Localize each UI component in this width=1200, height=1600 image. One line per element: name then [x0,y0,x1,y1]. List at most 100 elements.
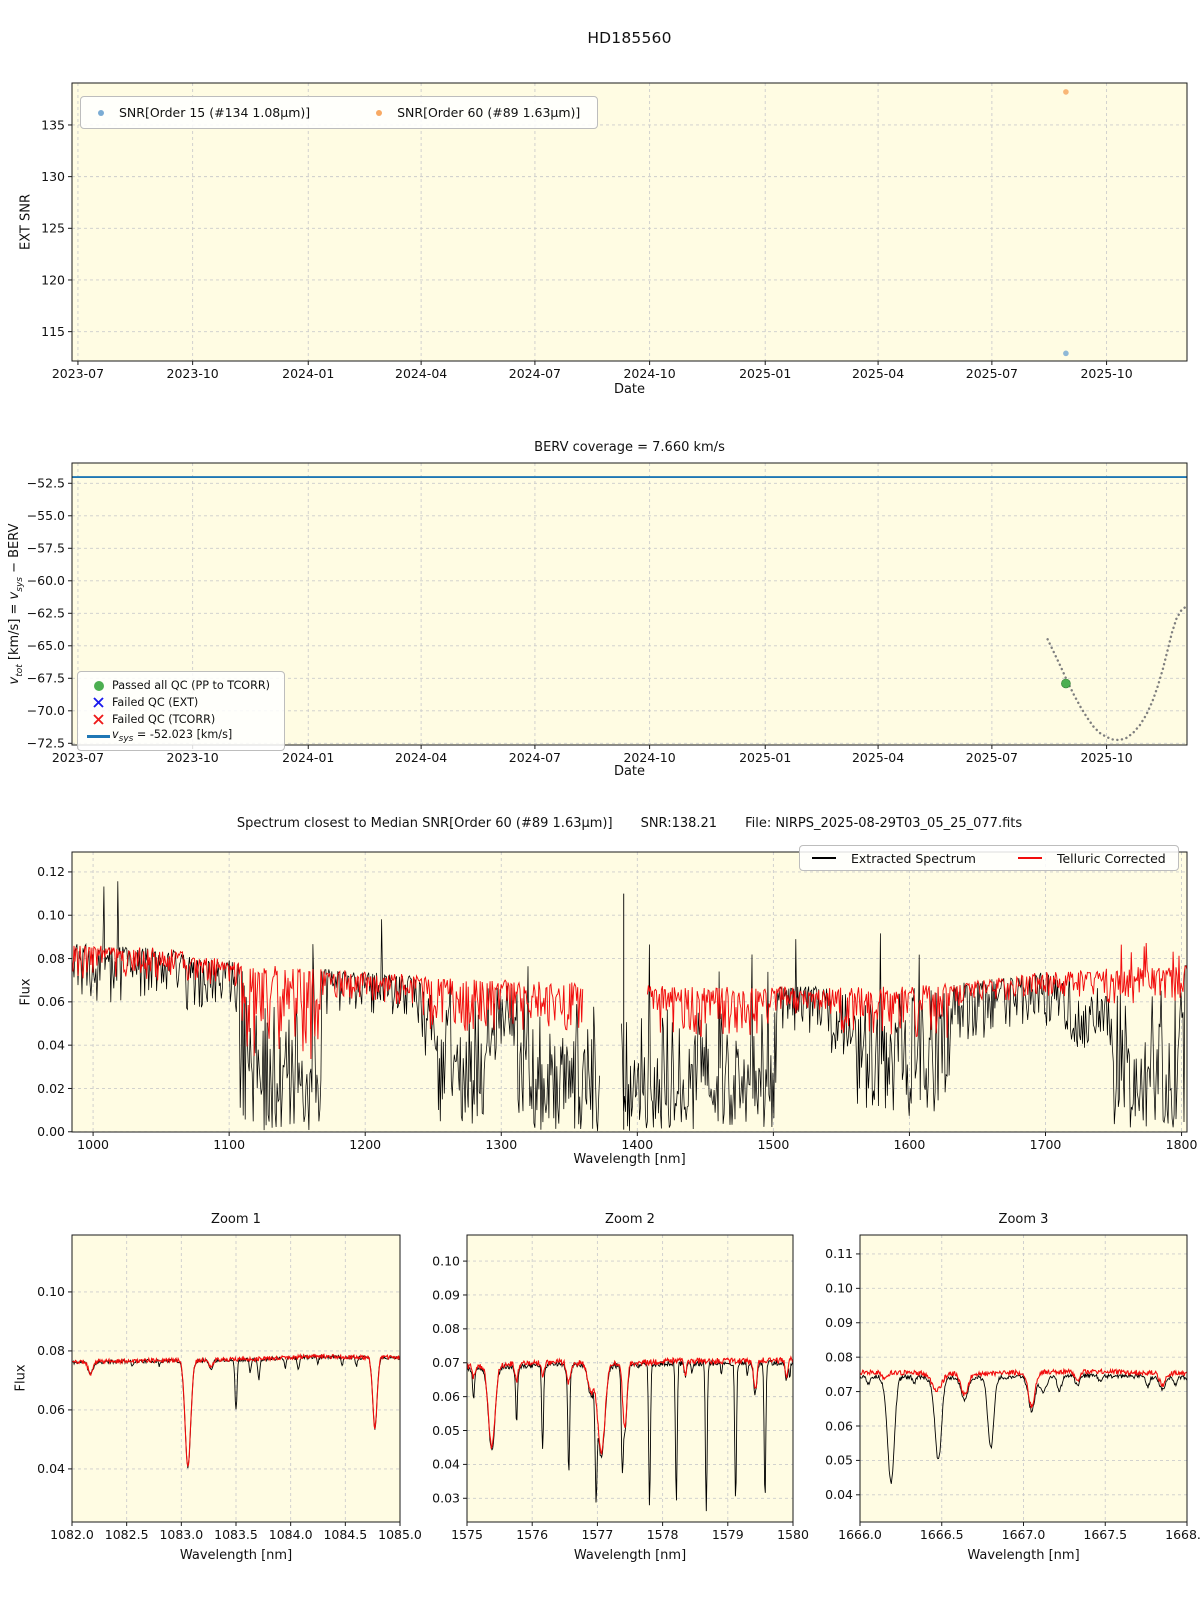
x-tick-label: 1600 [894,1137,926,1152]
x-tick-label: 1578 [647,1527,679,1542]
y-tick-label: 0.06 [37,1402,65,1417]
y-tick-label: −65.0 [27,638,65,653]
panel-snr: 2023-07 2023-10 2024-01 2024-04 2024-07 2024-… [41,82,1188,381]
y-tick-label: 0.05 [825,1453,853,1468]
pass-marker-cell [85,680,112,691]
vsys-label: vsys = -52.023 [km/s] [112,728,232,744]
spectrum-title-main: Spectrum closest to Median SNR[Order 60 … [236,816,613,831]
y-tick-label: 0.06 [825,1418,853,1433]
spectrum-plot-area [72,852,1187,1132]
y-tick-label: −67.5 [27,671,65,686]
berv-ylabel-v1: v [7,676,23,685]
berv-yaxis-label: vtot [km/s] = vsys − BERV [7,524,25,685]
y-tick-label: −52.5 [27,476,65,491]
x-tick-label: 2025-04 [852,750,904,765]
y-tick-label: 0.08 [432,1321,460,1336]
x-tick-label: 1082.0 [50,1527,94,1542]
zoom2-title: Zoom 2 [605,1212,655,1227]
x-tick-label: 1800 [1166,1137,1198,1152]
panel-zoom2: 1575 1576 1577 1578 1579 1580 0.03 0.04 0.05 0.06… [432,1234,809,1542]
spectrum-title: Spectrum closest to Median SNR[Order 60 … [72,816,1187,831]
x-tick-label: 2023-10 [167,750,219,765]
y-tick-label: −70.0 [27,703,65,718]
x-tick-label: 2025-01 [739,366,791,381]
x-tick-label: 2023-07 [52,366,104,381]
snr-yaxis-label: EXT SNR [18,194,34,250]
x-tick-label: 2025-04 [852,366,904,381]
x-tick-label: 1500 [757,1137,789,1152]
legend-item-telluric: Telluric Corrected [1017,851,1166,866]
spectrum-legend: Extracted Spectrum Telluric Corrected [799,845,1179,871]
order60-legend-label: SNR[Order 60 (#89 1.63µm)] [397,105,581,120]
y-tick-label: 0.10 [825,1281,853,1296]
x-tick-label: 1084.5 [323,1527,367,1542]
vsys-label-sub: sys [118,734,134,745]
y-tick-label: 0.09 [825,1315,853,1330]
y-tick-label: 0.03 [432,1491,460,1506]
qc-fail-tcorr-label: Failed QC (TCORR) [112,713,216,726]
spectrum-title-file: File: NIRPS_2025-08-29T03_05_25_077.fits [745,816,1023,831]
y-tick-label: −72.5 [27,736,65,751]
snr-point-series1 [1063,89,1069,95]
y-tick-label: −60.0 [27,573,65,588]
spectrum-yaxis-label: Flux [18,978,34,1006]
snr-legend-item-order60: SNR[Order 60 (#89 1.63µm)] [376,105,580,120]
x-tick-label: 1085.0 [378,1527,422,1542]
y-tick-label: −57.5 [27,541,65,556]
zoom1-xaxis-label: Wavelength [nm] [179,1548,293,1563]
x-tick-label: 1575 [451,1527,483,1542]
x-tick-label: 2024-01 [282,366,334,381]
y-tick-label: 0.12 [37,864,65,879]
x-tick-label: 2025-07 [966,750,1018,765]
zoom1-yaxis-label: Flux [13,1364,29,1392]
berv-xaxis-label: Date [613,764,646,779]
y-tick-label: 0.07 [825,1384,853,1399]
zoom2-border [466,1234,794,1523]
y-tick-label: 0.07 [432,1355,460,1370]
y-tick-label: 0.04 [37,1037,65,1052]
x-tick-label: 1400 [621,1137,653,1152]
extracted-legend-label: Extracted Spectrum [851,850,976,866]
telluric-line-icon [1017,857,1042,859]
legend-item-extracted: Extracted Spectrum [812,851,976,866]
vsys-marker-cell [85,735,112,738]
x-tick-label: 1082.5 [105,1527,149,1542]
y-tick-label: 0.09 [432,1287,460,1302]
panel-zoom1: 1082.0 1082.5 1083.0 1083.5 1084.0 1084.5 1085… [37,1234,422,1542]
zoom2-telluric-line [466,1355,794,1456]
y-tick-label: 0.10 [432,1253,460,1268]
y-tick-label: 0.08 [825,1349,853,1364]
snr-border [71,82,1188,362]
y-tick-label: 130 [41,169,65,184]
vsys-label-rest: = -52.023 [km/s] [133,728,233,742]
y-tick-label: 0.06 [432,1389,460,1404]
x-tick-label: 1576 [516,1527,548,1542]
failext-marker-cell [85,696,112,709]
y-tick-label: 0.04 [37,1461,65,1476]
berv-legend-row-failtcorr: Failed QC (TCORR) [85,711,277,728]
x-tick-label: 1666.5 [920,1527,964,1542]
y-tick-label: 0.02 [37,1081,65,1096]
y-tick-label: 0.10 [37,908,65,923]
x-tick-label: 1667.5 [1083,1527,1127,1542]
x-tick-label: 1700 [1030,1137,1062,1152]
berv-title: BERV coverage = 7.660 km/s [534,440,725,455]
berv-legend-row-failext: Failed QC (EXT) [85,694,277,711]
extracted-spectrum-line [71,881,1188,1132]
failtcorr-marker-cell [85,713,112,726]
y-tick-label: 125 [41,221,65,236]
y-tick-label: 135 [41,117,65,132]
y-tick-label: 0.08 [37,951,65,966]
x-tick-label: 1084.0 [269,1527,313,1542]
x-tick-label: 2024-04 [395,750,447,765]
snr-plot-area [72,83,1187,361]
page-title: HD185560 [587,29,672,47]
y-tick-label: −55.0 [27,508,65,523]
y-tick-label: 0.10 [37,1284,65,1299]
snr-legend: SNR[Order 15 (#134 1.08µm)] SNR[Order 60… [80,96,599,129]
x-tick-label: 1579 [712,1527,744,1542]
y-tick-label: 120 [41,272,65,287]
zoom2-plot-area [467,1235,793,1522]
